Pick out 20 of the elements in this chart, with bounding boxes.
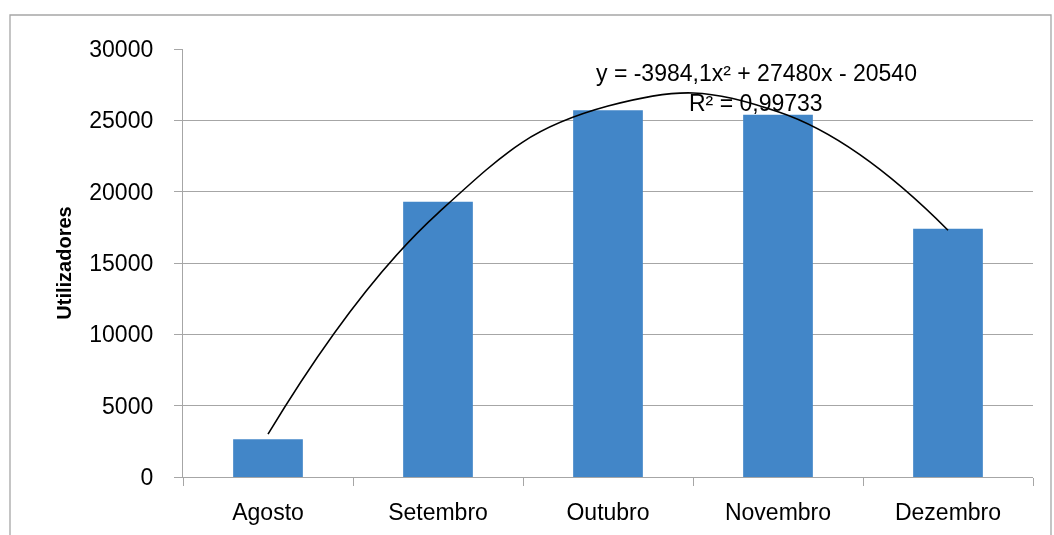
y-tick-label: 15000 [89, 250, 154, 277]
bar [913, 228, 983, 477]
x-tick-label: Novembro [724, 498, 832, 525]
y-tick-label: 0 [140, 464, 154, 491]
annotation: R² = 0,99733 [689, 90, 823, 116]
x-tick-label: Outubro [566, 498, 650, 525]
y-tick-label: 25000 [89, 107, 154, 134]
x-tick-label: Agosto [232, 498, 304, 525]
bar [743, 114, 813, 477]
bar [573, 110, 643, 477]
x-tick-label: Dezembro [894, 498, 1002, 525]
bar [233, 439, 303, 477]
bar [403, 201, 473, 477]
y-tick-label: 30000 [89, 36, 154, 63]
annotation: y = -3984,1x² + 27480x - 20540 [596, 60, 917, 86]
y-axis-title: Utilizadores [52, 206, 75, 320]
y-tick-label: 5000 [102, 392, 154, 419]
y-tick-label: 10000 [89, 321, 154, 348]
y-tick-label: 20000 [89, 178, 154, 205]
x-tick-label: Setembro [388, 498, 488, 525]
